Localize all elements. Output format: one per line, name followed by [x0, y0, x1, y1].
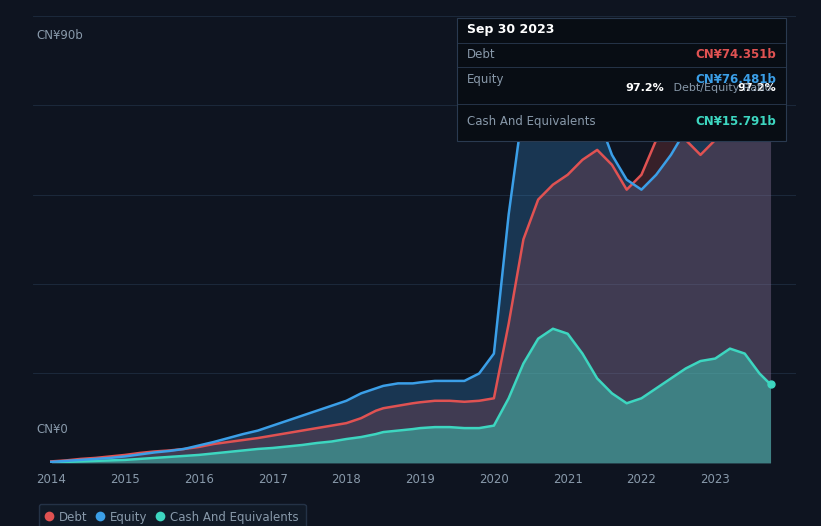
- Text: CN¥0: CN¥0: [37, 423, 68, 436]
- Text: CN¥76.481b: CN¥76.481b: [695, 73, 777, 86]
- Text: Debt: Debt: [466, 48, 495, 62]
- Text: Cash And Equivalents: Cash And Equivalents: [466, 115, 595, 128]
- Text: CN¥15.791b: CN¥15.791b: [695, 115, 777, 128]
- Text: Equity: Equity: [466, 73, 504, 86]
- FancyBboxPatch shape: [457, 18, 786, 141]
- Text: Sep 30 2023: Sep 30 2023: [466, 23, 554, 36]
- Text: Debt/Equity Ratio: Debt/Equity Ratio: [670, 83, 771, 93]
- Legend: Debt, Equity, Cash And Equivalents: Debt, Equity, Cash And Equivalents: [39, 503, 305, 526]
- Text: CN¥90b: CN¥90b: [37, 29, 84, 42]
- Text: CN¥74.351b: CN¥74.351b: [695, 48, 777, 62]
- Text: 97.2%: 97.2%: [626, 83, 664, 93]
- Text: 97.2%: 97.2%: [738, 83, 777, 93]
